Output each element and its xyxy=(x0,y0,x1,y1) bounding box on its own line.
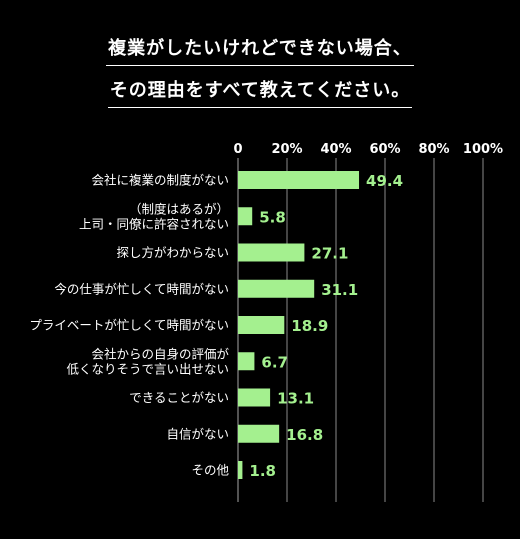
value-label: 6.7 xyxy=(261,353,288,371)
category-label: （制度はあるが） xyxy=(129,201,229,216)
value-label: 27.1 xyxy=(311,245,348,263)
bar xyxy=(238,207,253,226)
x-tick-label: 20% xyxy=(271,142,302,157)
category-label: 自信がない xyxy=(166,426,229,441)
bar xyxy=(238,171,360,189)
value-label: 18.9 xyxy=(291,317,328,335)
title-line-2: その理由をすべて教えてください。 xyxy=(107,76,413,108)
category-label: 会社からの自身の評価が xyxy=(91,346,229,361)
x-tick-label: 100% xyxy=(463,142,503,157)
value-label: 16.8 xyxy=(286,426,323,444)
bar xyxy=(238,243,305,262)
category-label: 探し方がわからない xyxy=(116,245,229,260)
chart-title: 複業がしたいけれどできない場合、 その理由をすべて教えてください。 xyxy=(0,34,520,108)
category-label: 会社に複業の制度がない xyxy=(91,173,229,188)
x-tick-label: 0 xyxy=(233,142,242,157)
bar xyxy=(238,316,285,334)
value-label: 13.1 xyxy=(277,390,314,408)
x-tick-label: 60% xyxy=(369,142,400,157)
x-tick-label: 40% xyxy=(320,142,351,157)
bar xyxy=(238,461,243,479)
value-label: 1.8 xyxy=(249,462,276,480)
category-label: その他 xyxy=(191,463,229,478)
value-label: 5.8 xyxy=(259,208,286,226)
value-label: 31.1 xyxy=(321,281,358,299)
category-label: プライベートが忙しくて時間がない xyxy=(29,318,229,333)
category-label: できることがない xyxy=(129,390,229,405)
category-label: 上司・同僚に許容されない xyxy=(79,216,229,231)
bar xyxy=(238,424,280,443)
category-label: 低くなりそうで言い出せない xyxy=(66,361,229,376)
bar xyxy=(238,279,315,298)
category-label: 今の仕事が忙しくて時間がない xyxy=(54,281,229,296)
bar xyxy=(238,388,271,407)
x-tick-label: 80% xyxy=(418,142,449,157)
bar xyxy=(238,352,255,371)
value-label: 49.4 xyxy=(366,172,403,190)
